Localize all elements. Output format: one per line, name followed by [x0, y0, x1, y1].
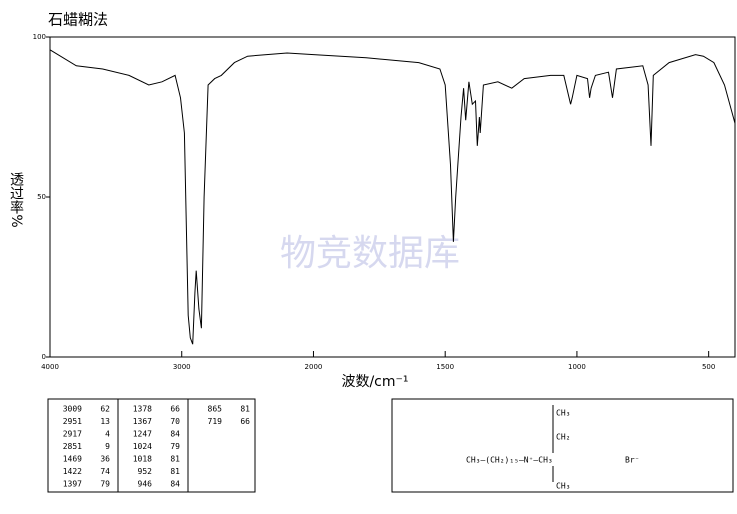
- structure-text: Br⁻: [625, 456, 639, 465]
- structure-text: CH₃—(CH₂)₁₅—N⁺—CH₃: [466, 456, 553, 465]
- peak-wavenumber: 1469: [63, 455, 82, 464]
- peak-wavenumber: 3009: [63, 405, 82, 414]
- peak-transmittance: 81: [240, 405, 250, 414]
- peak-wavenumber: 865: [208, 405, 223, 414]
- peak-wavenumber: 2851: [63, 442, 82, 451]
- x-tick-label: 500: [702, 363, 715, 371]
- peak-transmittance: 79: [170, 442, 180, 451]
- peak-wavenumber: 1367: [133, 417, 152, 426]
- peak-transmittance: 79: [100, 480, 110, 489]
- spectrum-line: [49, 49, 736, 345]
- x-tick-label: 4000: [41, 363, 59, 371]
- peak-wavenumber: 1397: [63, 480, 82, 489]
- peak-transmittance: 84: [170, 480, 180, 489]
- peak-transmittance: 66: [240, 417, 250, 426]
- peak-wavenumber: 2917: [63, 430, 82, 439]
- peak-wavenumber: 719: [208, 417, 223, 426]
- structure-box: [391, 398, 734, 493]
- peak-wavenumber: 2951: [63, 417, 82, 426]
- peak-transmittance: 4: [105, 430, 110, 439]
- peak-transmittance: 84: [170, 430, 180, 439]
- structure-text: CH₃: [556, 409, 570, 418]
- chart-title: 石蜡糊法: [48, 11, 108, 29]
- peak-wavenumber: 946: [138, 480, 153, 489]
- structure-text: CH₂: [556, 433, 570, 442]
- x-tick-label: 3000: [173, 363, 191, 371]
- peak-wavenumber: 1018: [133, 455, 152, 464]
- peak-wavenumber: 1378: [133, 405, 152, 414]
- y-tick-label: 100: [33, 33, 46, 41]
- peak-transmittance: 81: [170, 455, 180, 464]
- peak-wavenumber: 952: [138, 467, 153, 476]
- peak-transmittance: 36: [100, 455, 110, 464]
- peak-transmittance: 13: [100, 417, 110, 426]
- peak-transmittance: 9: [105, 442, 110, 451]
- structure-text: CH₃: [556, 482, 570, 491]
- watermark: 物竞数据库: [280, 233, 460, 274]
- peak-wavenumber: 1422: [63, 467, 82, 476]
- peak-wavenumber: 1247: [133, 430, 152, 439]
- peak-transmittance: 81: [170, 467, 180, 476]
- y-tick-label: 0: [42, 353, 46, 361]
- x-tick-label: 1000: [568, 363, 586, 371]
- y-axis-label: 透过率%: [8, 172, 24, 227]
- peak-wavenumber: 1024: [133, 442, 152, 451]
- peak-transmittance: 70: [170, 417, 180, 426]
- peak-transmittance: 66: [170, 405, 180, 414]
- y-tick-label: 50: [37, 193, 46, 201]
- peak-transmittance: 62: [100, 405, 110, 414]
- x-tick-label: 2000: [305, 363, 323, 371]
- peak-table: [47, 398, 256, 493]
- x-tick-label: 1500: [436, 363, 454, 371]
- plot-frame: [49, 36, 736, 358]
- x-axis-label: 波数/cm⁻¹: [341, 374, 408, 390]
- peak-transmittance: 74: [100, 467, 110, 476]
